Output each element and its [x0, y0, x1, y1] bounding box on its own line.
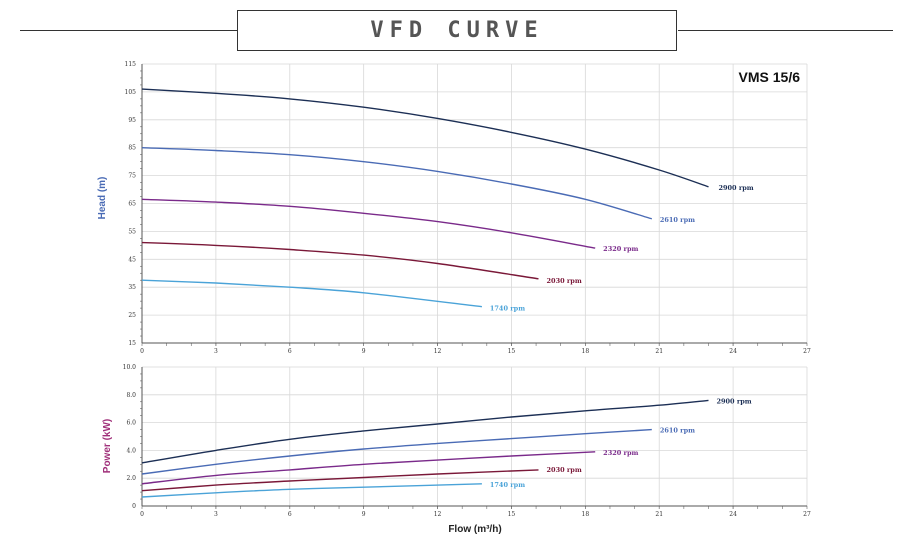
y-tick-label: 35 — [128, 284, 136, 291]
y-tick-label: 8.0 — [126, 392, 136, 399]
series-line-2320-rpm — [141, 198, 596, 249]
y-tick-label: 75 — [128, 173, 136, 180]
x-tick-label: 12 — [434, 348, 442, 355]
y-tick-label: 2.0 — [126, 475, 136, 482]
series-label: 1740 rpm — [490, 305, 525, 313]
x-tick-label: 6 — [288, 511, 292, 518]
series-line-2030-rpm — [141, 241, 539, 280]
y-tick-label: 105 — [125, 89, 137, 96]
series-line-2610-rpm — [141, 428, 652, 475]
y-tick-label: 115 — [125, 61, 137, 68]
x-tick-label: 24 — [729, 348, 737, 355]
x-tick-label: 18 — [582, 511, 590, 518]
series-label: 2610 rpm — [660, 216, 695, 224]
series-line-2030-rpm — [141, 469, 539, 492]
page-title: VFD CURVE — [370, 18, 544, 43]
x-tick-label: 15 — [508, 348, 516, 355]
series-label: 2030 rpm — [547, 277, 582, 285]
power-y-axis-title: Power (kW) — [102, 419, 113, 473]
series-label: 2320 rpm — [603, 449, 638, 457]
series-line-2320-rpm — [141, 451, 596, 485]
x-tick-label: 9 — [362, 511, 366, 518]
head-y-axis-title: Head (m) — [97, 177, 108, 220]
title-rule-left — [20, 30, 237, 31]
series-label: 2900 rpm — [718, 184, 753, 192]
series-line-2900-rpm — [141, 88, 709, 188]
series-label: 1740 rpm — [490, 481, 525, 489]
x-tick-label: 6 — [288, 348, 292, 355]
x-tick-label: 15 — [508, 511, 516, 518]
x-tick-label: 27 — [803, 348, 811, 355]
x-tick-label: 0 — [140, 348, 144, 355]
x-tick-label: 9 — [362, 348, 366, 355]
y-tick-label: 4.0 — [126, 447, 136, 454]
y-tick-label: 65 — [128, 201, 136, 208]
x-tick-label: 21 — [655, 511, 663, 518]
y-tick-label: 10.0 — [123, 364, 137, 371]
y-tick-label: 6.0 — [126, 420, 136, 427]
y-tick-label: 45 — [128, 256, 136, 263]
x-tick-label: 12 — [434, 511, 442, 518]
title-rule-right — [678, 30, 893, 31]
y-tick-label: 15 — [128, 340, 136, 347]
series-label: 2320 rpm — [603, 245, 638, 253]
series-label: 2030 rpm — [547, 466, 582, 474]
model-annotation: VMS 15/6 — [739, 69, 801, 85]
x-tick-label: 3 — [214, 348, 218, 355]
title-box: VFD CURVE — [237, 10, 677, 51]
series-line-2610-rpm — [141, 147, 652, 220]
x-tick-label: 0 — [140, 511, 144, 518]
series-label: 2610 rpm — [660, 427, 695, 435]
y-tick-label: 55 — [128, 228, 136, 235]
series-label: 2900 rpm — [716, 397, 751, 405]
series-line-1740-rpm — [141, 279, 482, 308]
y-tick-label: 0 — [132, 503, 136, 510]
y-tick-label: 85 — [128, 145, 136, 152]
series-line-2900-rpm — [141, 399, 709, 464]
head-chart-panel: 0 3 6 9 12 15 18 21 24 27 15 25 35 45 55 65 75 85 95 105 115… — [125, 61, 811, 355]
x-tick-label: 24 — [729, 511, 737, 518]
x-tick-label: 3 — [214, 511, 218, 518]
y-tick-label: 95 — [128, 117, 136, 124]
x-tick-label: 18 — [582, 348, 590, 355]
y-tick-label: 25 — [128, 312, 136, 319]
flow-x-axis-title: Flow (m³/h) — [448, 524, 501, 535]
power-chart-panel: 0 3 6 9 12 15 18 21 24 27 0 2.0 4.0 6.0 8.0 10.0 2900 rp… — [123, 364, 811, 518]
x-tick-label: 21 — [655, 348, 663, 355]
x-tick-label: 27 — [803, 511, 811, 518]
series-line-1740-rpm — [141, 483, 482, 498]
